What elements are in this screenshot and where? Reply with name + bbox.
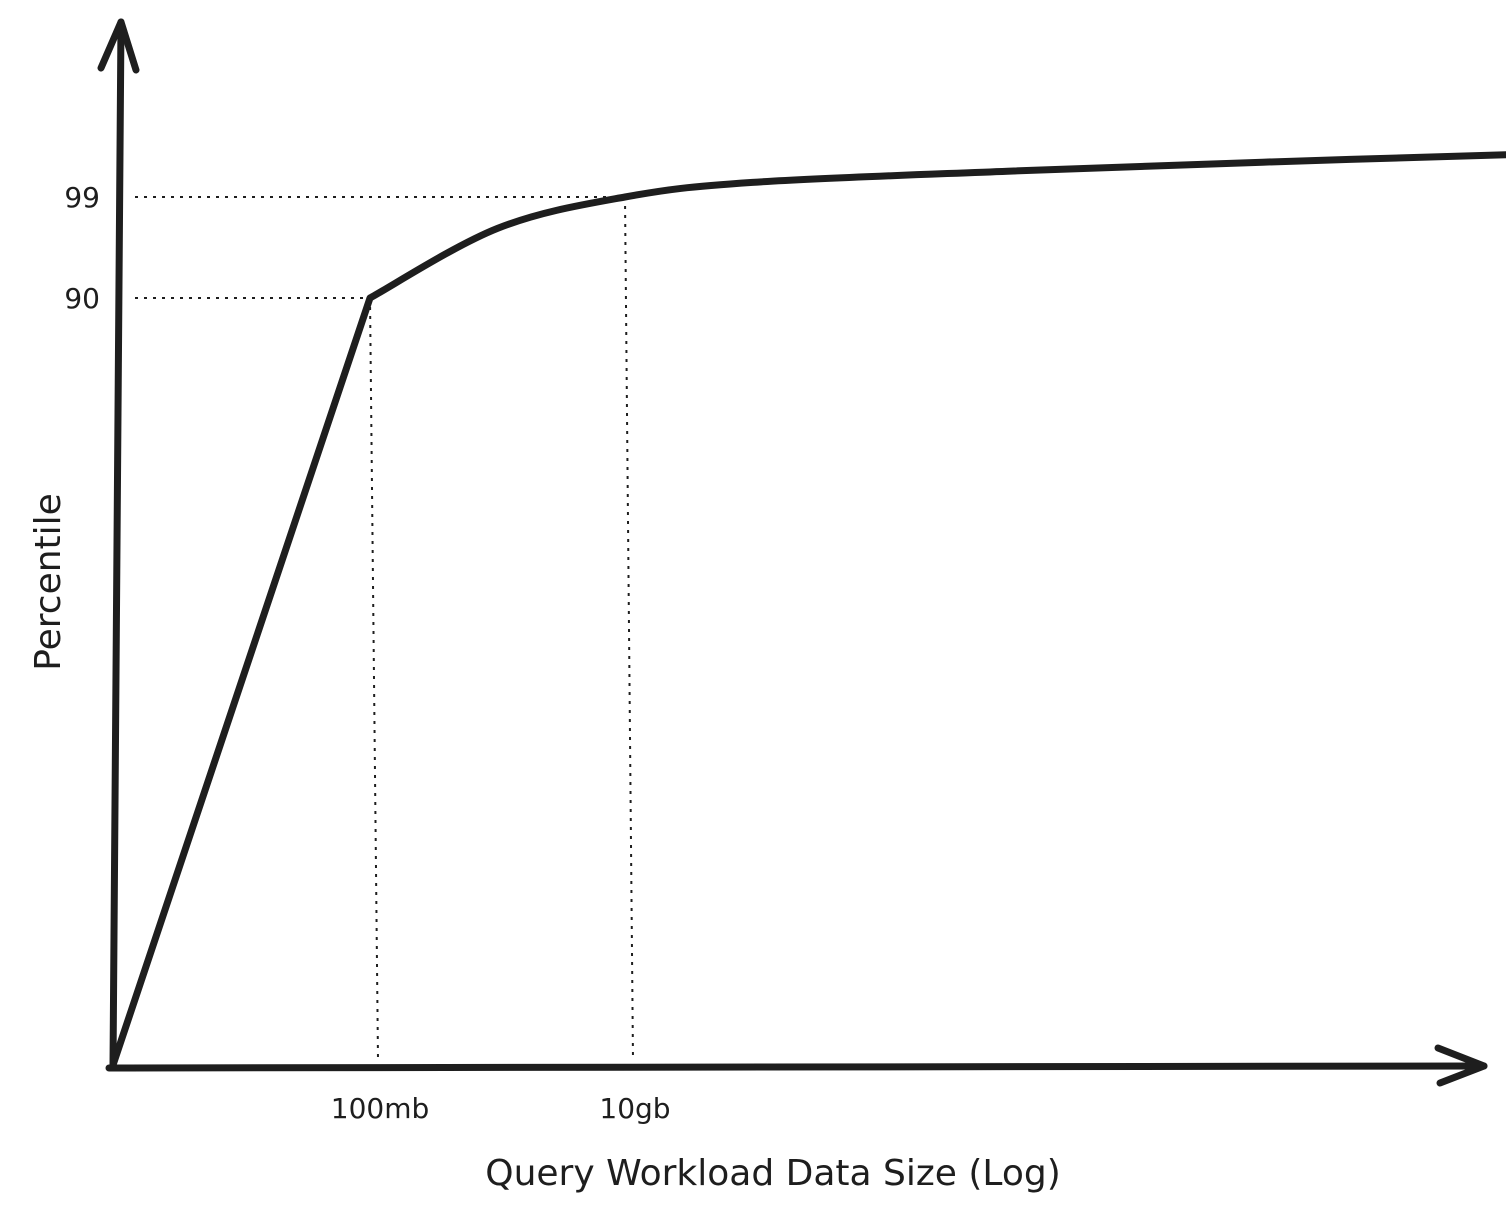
x-tick-label-0: 100mb	[331, 1092, 430, 1125]
y-axis-title: Percentile	[28, 493, 69, 671]
y-axis-arrowhead	[97, 18, 140, 74]
x-tick-label-1: 10gb	[599, 1092, 670, 1125]
tick-labels: 100mb 10gb 90 99	[64, 181, 670, 1125]
x-axis	[105, 1062, 1488, 1072]
y-tick-label-0: 90	[64, 282, 100, 315]
series-line	[109, 151, 1506, 1069]
y-tick-label-1: 99	[64, 181, 100, 214]
x-axis-title: Query Workload Data Size (Log)	[485, 1153, 1061, 1194]
guide-vertical-1	[624, 196, 634, 1061]
guide-lines	[135, 196, 634, 1061]
x-axis-arrowhead	[1434, 1044, 1488, 1087]
guide-vertical-0	[369, 297, 379, 1061]
y-axis	[109, 18, 125, 1069]
